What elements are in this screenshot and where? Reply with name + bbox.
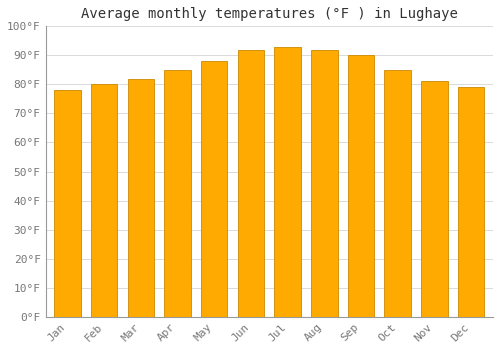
Bar	[311, 49, 338, 317]
Bar	[421, 82, 448, 317]
Bar	[91, 84, 118, 317]
Bar	[128, 78, 154, 317]
Bar	[384, 70, 411, 317]
Bar	[348, 55, 374, 317]
Bar	[458, 87, 484, 317]
Bar	[164, 70, 191, 317]
Bar	[238, 49, 264, 317]
Bar	[54, 90, 81, 317]
Bar	[274, 47, 301, 317]
Bar	[201, 61, 228, 317]
Title: Average monthly temperatures (°F ) in Lughaye: Average monthly temperatures (°F ) in Lu…	[81, 7, 458, 21]
